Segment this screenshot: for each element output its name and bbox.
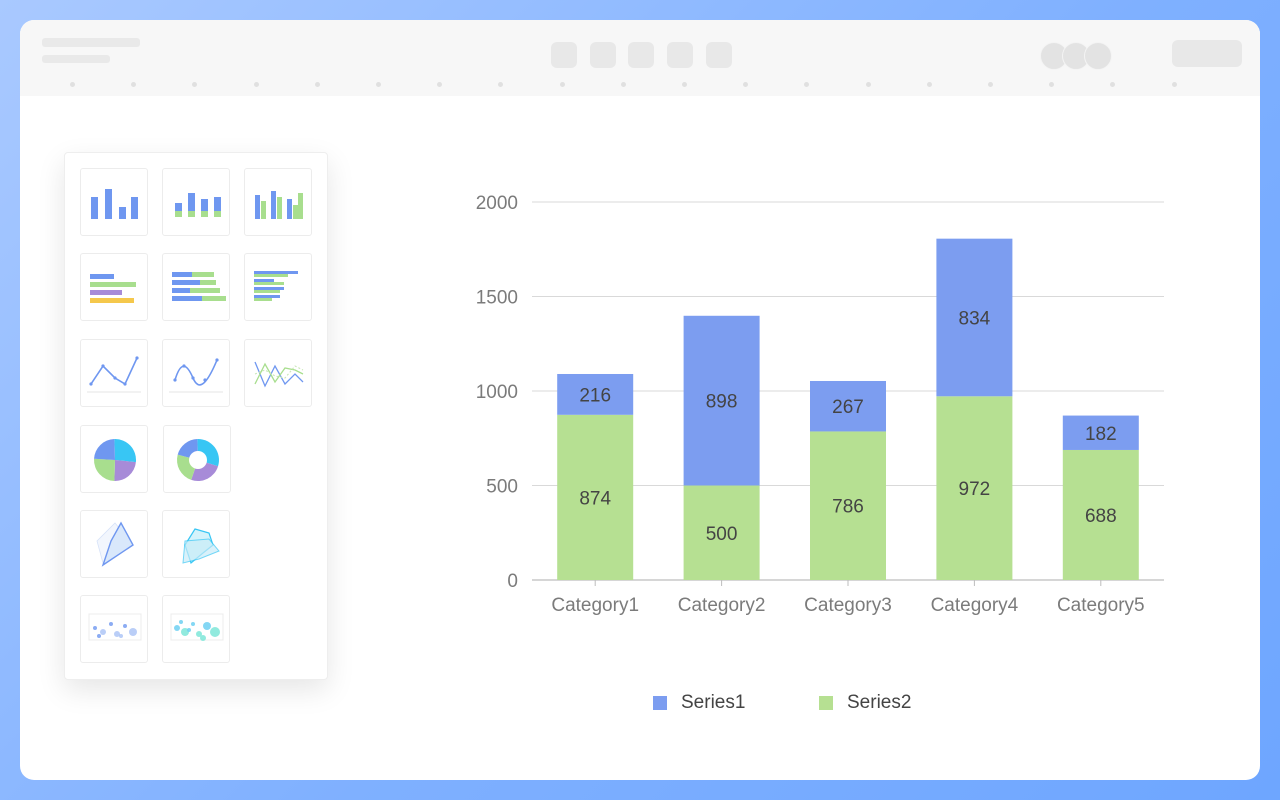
ruler-tick: [437, 82, 443, 87]
toolbar: [20, 20, 1260, 96]
toolbar-button-2[interactable]: [590, 42, 616, 68]
x-tick-label: Category5: [1057, 595, 1145, 616]
ruler-tick: [253, 82, 259, 87]
ruler-tick: [743, 82, 749, 87]
chart-type-tile[interactable]: [80, 168, 148, 236]
y-tick-label: 1000: [476, 382, 518, 403]
data-label: 688: [1085, 506, 1117, 527]
grouped-horizontal-bar-chart-icon: [254, 271, 298, 301]
radar-chart-icon: [96, 521, 134, 567]
multi-line-chart-icon: [254, 361, 304, 388]
bar-segment: [1062, 415, 1139, 450]
data-label: 216: [579, 385, 611, 406]
x-tick-label: Category1: [551, 595, 639, 616]
ruler-tick: [70, 82, 75, 87]
data-label: 898: [706, 392, 738, 413]
legend-swatch-series2: [819, 696, 833, 710]
chart-type-tile[interactable]: [162, 339, 230, 407]
y-tick-label: 0: [507, 571, 518, 592]
ruler-tick: [376, 82, 381, 87]
x-tick-label: Category3: [804, 595, 892, 616]
y-tick-label: 2000: [476, 193, 518, 214]
ruler-tick: [1171, 82, 1177, 87]
bar-segment: [810, 431, 886, 580]
data-label: 500: [706, 524, 738, 545]
toolbar-button-5[interactable]: [706, 42, 732, 68]
ruler-tick: [559, 82, 565, 87]
bar-chart-icon: [91, 189, 138, 219]
legend-swatch-series1: [653, 696, 667, 710]
bar-segment: [683, 485, 760, 580]
data-label: 786: [832, 497, 864, 518]
data-label: 972: [959, 479, 991, 500]
ruler-tick: [1110, 82, 1116, 87]
chart-type-picker: [64, 152, 328, 680]
bar-segment: [810, 380, 886, 432]
app-window: 0 500 1000 1500 2000 874 216 Category1 500 898 Cat…: [20, 20, 1260, 780]
chart-type-tile[interactable]: [244, 339, 312, 407]
chart-type-tile[interactable]: [162, 168, 230, 236]
line-chart-icon: [87, 356, 141, 393]
chart-type-tile[interactable]: [244, 168, 312, 236]
bar-segment: [936, 238, 1013, 397]
chart-type-tile[interactable]: [162, 595, 230, 663]
multi-radar-chart-icon: [182, 528, 220, 565]
legend-label-series1: Series1: [681, 692, 746, 713]
bar-segment: [1062, 449, 1139, 580]
x-tick-label: Category4: [931, 595, 1019, 616]
bar-segment: [936, 396, 1013, 580]
data-label: 834: [959, 308, 991, 329]
pie-chart-icon: [94, 439, 136, 481]
ruler-tick: [192, 82, 198, 87]
ruler-tick: [804, 82, 810, 87]
avatar[interactable]: [1084, 42, 1112, 70]
ruler-tick: [620, 82, 626, 87]
bar-segment: [557, 414, 634, 580]
ruler-tick: [988, 82, 993, 87]
grouped-bar-chart-icon: [255, 191, 303, 219]
ruler-tick: [926, 82, 932, 87]
ruler-tick: [498, 82, 504, 87]
chart-type-tile[interactable]: [163, 425, 231, 493]
subtitle-placeholder: [42, 55, 110, 63]
bar-segment: [557, 373, 634, 415]
toolbar-button-1[interactable]: [551, 42, 577, 68]
chart-type-tile[interactable]: [80, 510, 148, 578]
stacked-bar-chart-icon: [175, 193, 221, 217]
action-button[interactable]: [1172, 40, 1242, 67]
toolbar-button-3[interactable]: [628, 42, 654, 68]
donut-chart-icon: [177, 439, 219, 481]
toolbar-button-4[interactable]: [667, 42, 693, 68]
ruler-tick: [1049, 82, 1055, 87]
chart-type-tile[interactable]: [80, 253, 148, 321]
ruler-tick: [314, 82, 320, 87]
y-tick-label: 500: [486, 477, 518, 498]
chart-type-tile[interactable]: [162, 253, 230, 321]
bubble-chart-icon: [170, 613, 224, 641]
legend-label-series2: Series2: [847, 692, 912, 713]
ruler-tick: [682, 82, 687, 87]
chart-type-tile[interactable]: [244, 253, 312, 321]
legend-item-series1[interactable]: Series1: [653, 692, 745, 714]
bar-segment: [683, 315, 760, 486]
chart-type-tile[interactable]: [80, 339, 148, 407]
stacked-bar-chart: 0 500 1000 1500 2000 874 216 Category1 500 898 Cat…: [476, 193, 1164, 616]
data-label: 182: [1085, 424, 1117, 445]
chart-type-tile[interactable]: [80, 595, 148, 663]
smooth-line-chart-icon: [169, 358, 223, 393]
chart-type-tile[interactable]: [162, 510, 230, 578]
legend-item-series2[interactable]: Series2: [819, 692, 911, 714]
chart-type-tile[interactable]: [80, 425, 148, 493]
y-tick-label: 1500: [476, 288, 518, 309]
data-label: 874: [579, 488, 611, 509]
scatter-chart-icon: [88, 613, 142, 641]
data-label: 267: [832, 397, 864, 418]
x-tick-label: Category2: [678, 595, 766, 616]
title-placeholder: [42, 38, 140, 47]
ruler-tick: [865, 82, 871, 87]
ruler-tick: [131, 82, 137, 87]
horizontal-bar-chart-icon: [90, 274, 136, 303]
stacked-horizontal-bar-chart-icon: [172, 272, 226, 301]
